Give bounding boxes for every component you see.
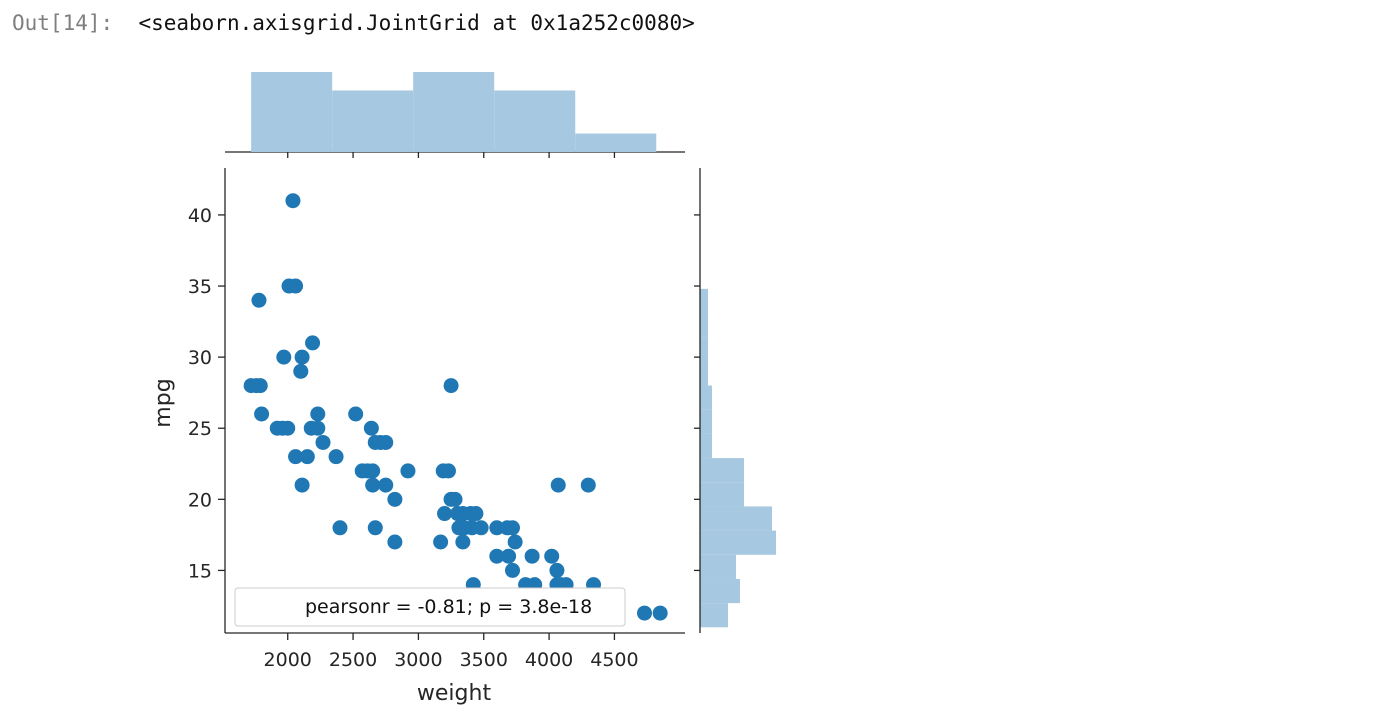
x-tick-label: 2000 xyxy=(264,649,312,671)
marginal-y-bar xyxy=(700,530,776,555)
marginal-y-bar xyxy=(700,554,736,579)
data-point xyxy=(363,420,379,436)
data-point xyxy=(276,349,292,365)
marginal-y-bar xyxy=(700,409,712,434)
data-point xyxy=(367,520,383,536)
y-tick-label: 40 xyxy=(188,205,212,227)
data-point xyxy=(447,491,463,507)
output-prompt: Out[14]: xyxy=(12,11,114,35)
marginal-x-bar xyxy=(413,72,495,152)
data-point xyxy=(433,534,449,550)
data-point xyxy=(378,477,394,493)
x-axis-label: weight xyxy=(417,681,492,706)
data-point xyxy=(400,463,416,479)
y-tick-label: 35 xyxy=(188,276,212,298)
data-point xyxy=(505,520,520,536)
data-point xyxy=(348,406,364,422)
marginal-x-bar xyxy=(494,90,576,152)
data-point xyxy=(549,562,565,578)
data-point xyxy=(305,335,321,351)
marginal-y-histogram xyxy=(694,168,776,633)
marginal-y-bar xyxy=(700,506,772,531)
marginal-y-bar xyxy=(700,578,740,604)
x-tick-label: 2500 xyxy=(329,649,377,671)
data-point xyxy=(310,420,326,436)
data-point xyxy=(288,449,304,465)
y-tick-label: 25 xyxy=(188,418,212,440)
data-point xyxy=(254,406,270,422)
data-point xyxy=(332,520,348,536)
x-tick-label: 4000 xyxy=(525,649,573,671)
data-point xyxy=(489,548,505,564)
data-point xyxy=(280,420,296,436)
y-tick-label: 30 xyxy=(188,347,212,369)
data-point xyxy=(310,406,326,422)
data-point xyxy=(315,434,331,450)
data-point xyxy=(489,520,505,536)
joint-axes: 2000 2500 3000 3500 4000 4500 15 20 25 30 35 40 xyxy=(188,168,685,671)
data-point xyxy=(468,506,484,522)
data-point xyxy=(294,477,310,493)
data-point xyxy=(455,534,471,550)
data-point xyxy=(505,562,520,578)
data-point xyxy=(251,292,267,308)
data-point xyxy=(524,548,540,564)
data-point xyxy=(387,491,403,507)
data-point xyxy=(294,349,310,365)
stats-annotation: pearsonr = -0.81; p = 3.8e-18 xyxy=(234,587,626,627)
marginal-y-bar xyxy=(700,458,744,483)
data-point xyxy=(299,449,315,465)
data-point xyxy=(636,605,652,621)
data-point xyxy=(440,463,456,479)
data-point xyxy=(580,477,596,493)
marginal-y-bar xyxy=(700,361,708,386)
y-tick-label: 15 xyxy=(188,560,212,582)
data-point xyxy=(443,378,459,394)
y-tick-label: 20 xyxy=(188,489,212,511)
marginal-x-bar xyxy=(251,72,333,152)
x-tick-label: 3500 xyxy=(460,649,508,671)
data-point xyxy=(437,506,453,522)
scatter-points xyxy=(243,193,668,621)
data-point xyxy=(550,477,566,493)
marginal-x-bar xyxy=(332,90,414,152)
marginal-y-bar xyxy=(700,313,708,338)
marginal-y-bar xyxy=(700,337,708,362)
annotation-box xyxy=(234,587,626,627)
data-point xyxy=(507,534,523,550)
data-point xyxy=(293,363,309,379)
marginal-y-bar xyxy=(700,603,728,628)
marginal-x-bar xyxy=(575,133,657,152)
marginal-x-histogram xyxy=(225,72,685,158)
data-point xyxy=(285,193,301,209)
data-point xyxy=(288,278,304,294)
data-point xyxy=(365,463,381,479)
marginal-y-bar xyxy=(700,433,712,459)
data-point xyxy=(378,434,394,450)
data-point xyxy=(473,520,489,536)
marginal-y-bar xyxy=(700,288,708,314)
marginal-y-bar xyxy=(700,482,744,507)
y-axis-label: mpg xyxy=(151,378,176,427)
data-point xyxy=(252,378,268,394)
data-point xyxy=(544,548,560,564)
x-tick-label: 4500 xyxy=(590,649,638,671)
x-tick-label: 3000 xyxy=(394,649,442,671)
marginal-y-bar xyxy=(700,385,712,410)
output-line: Out[14]: <seaborn.axisgrid.JointGrid at … xyxy=(12,8,695,38)
data-point xyxy=(365,477,381,493)
annotation-text: pearsonr = -0.81; p = 3.8e-18 xyxy=(305,596,592,618)
data-point xyxy=(387,534,403,550)
data-point xyxy=(501,548,517,564)
output-repr: <seaborn.axisgrid.JointGrid at 0x1a252c0… xyxy=(138,11,695,35)
data-point xyxy=(652,605,668,621)
data-point xyxy=(328,449,344,465)
